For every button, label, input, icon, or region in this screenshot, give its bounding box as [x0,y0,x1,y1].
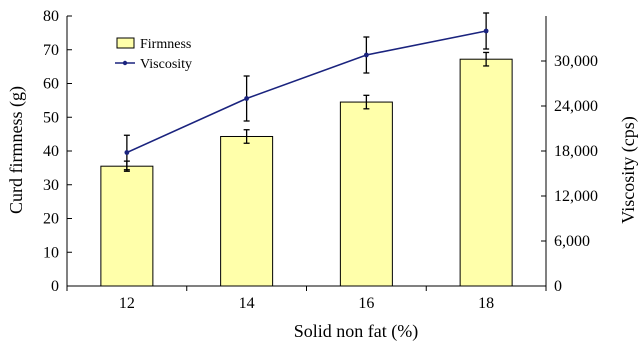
left-tick-label-30: 30 [43,177,59,194]
bar-firmness-14 [220,135,274,287]
left-tick-label-0: 0 [51,278,59,295]
firmness-error-bar-14 [243,129,250,144]
x-tick-label-16: 16 [358,295,374,312]
x-tick-label-14: 14 [239,295,255,312]
viscosity-point-18 [483,28,489,34]
legend: Firmness Viscosity [115,37,192,72]
left-tick-label-80: 80 [43,8,59,25]
x-tick-label-18: 18 [478,295,494,312]
bar-firmness-18 [459,58,513,287]
left-tick-label-60: 60 [43,76,59,93]
left-tick-label-20: 20 [43,211,59,228]
tick-labels: 0 10 20 30 40 50 60 70 80 0 6,000 12,000 18,000 24,00… [43,8,598,312]
legend-firmness-label: Firmness [140,37,191,52]
x-tick-label-12: 12 [119,295,135,312]
right-tick-label-24000: 24,000 [554,98,598,115]
right-tick-label-6000: 6,000 [554,233,590,250]
legend-viscosity-marker [122,60,128,66]
bar-firmness-12 [100,165,154,287]
legend-viscosity-label: Viscosity [140,57,192,72]
left-y-axis-title: Curd firmness (g) [6,86,27,214]
firmness-error-bar-18 [483,51,490,67]
viscosity-point-16 [363,52,369,58]
bar-error-bars [123,51,490,172]
left-tick-label-50: 50 [43,109,59,126]
viscosity-point-12 [124,150,130,155]
firmness-error-bar-16 [363,94,370,110]
right-tick-label-12000: 12,000 [554,188,598,205]
bar-firmness-16 [339,101,393,287]
right-y-axis-title: Viscosity (cps) [618,116,639,223]
x-axis-title: Solid non fat (%) [294,321,418,342]
viscosity-point-14 [244,96,250,101]
left-tick-label-70: 70 [43,42,59,59]
left-tick-label-10: 10 [43,244,59,261]
right-tick-label-30000: 30,000 [554,53,598,70]
right-tick-label-0: 0 [554,278,562,295]
bars-layer [100,58,513,287]
left-tick-label-40: 40 [43,143,59,160]
viscosity-line-layer [123,12,490,171]
legend-firmness-swatch [116,37,135,49]
axes [66,15,547,291]
right-tick-label-18000: 18,000 [554,143,598,160]
viscosity-line [126,30,487,154]
